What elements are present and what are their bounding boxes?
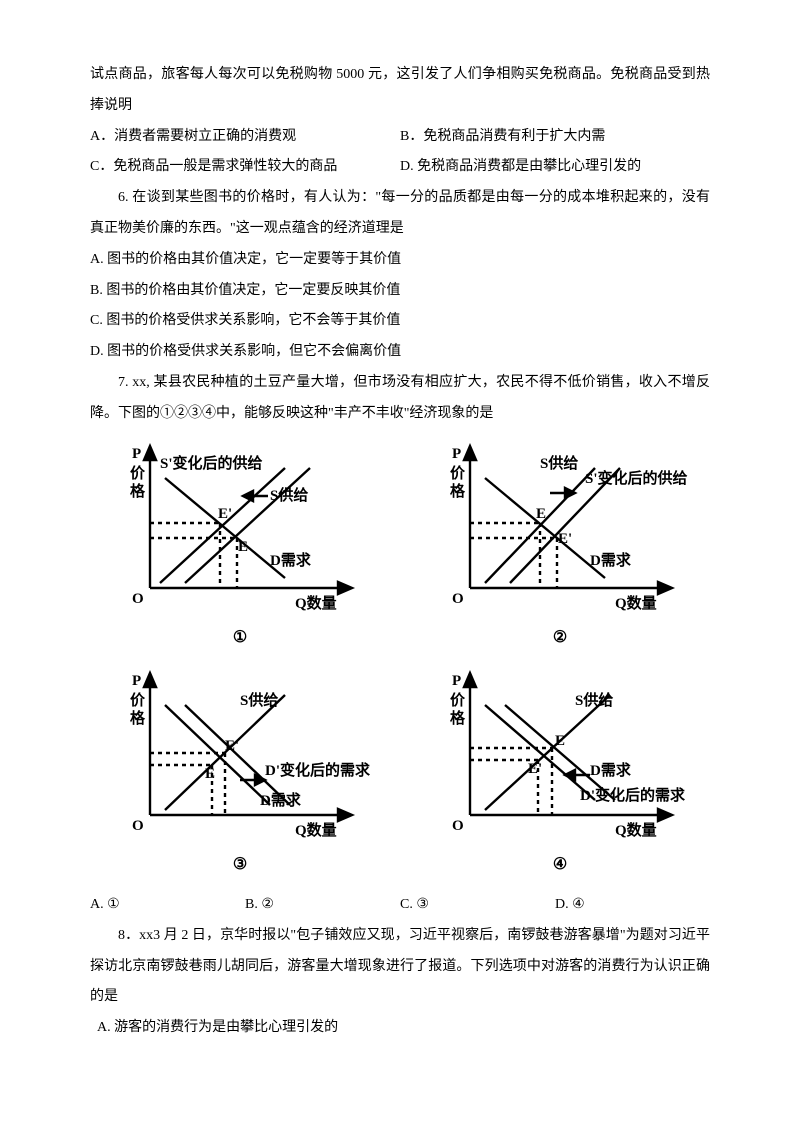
svg-text:S'变化后的供给: S'变化后的供给 — [160, 454, 263, 472]
svg-text:P: P — [452, 446, 461, 462]
svg-text:E: E — [536, 506, 546, 522]
svg-text:D需求: D需求 — [590, 761, 632, 779]
svg-text:D需求: D需求 — [590, 551, 632, 569]
q7-stem: 7. xx, 某县农民种植的土豆产量大增，但市场没有相应扩大，农民不得不低价销售… — [90, 368, 710, 430]
svg-text:D'变化后的需求: D'变化后的需求 — [265, 761, 370, 779]
svg-text:E': E' — [225, 738, 239, 754]
svg-text:格: 格 — [130, 482, 146, 500]
svg-text:S供给: S供给 — [575, 691, 613, 709]
svg-text:价: 价 — [130, 692, 146, 709]
q7-chart-3: P 价 格 O Q数量 S供给 D'变化后的需求 D需求 E E' ③ — [90, 665, 390, 882]
q5-option-d: D. 免税商品消费都是由攀比心理引发的 — [400, 152, 710, 183]
svg-text:O: O — [452, 818, 464, 834]
q5-options-row2: C．免税商品一般是需求弹性较大的商品 D. 免税商品消费都是由攀比心理引发的 — [90, 152, 710, 183]
svg-text:价: 价 — [450, 692, 466, 709]
svg-text:S供给: S供给 — [270, 486, 308, 504]
q6-option-d: D. 图书的价格受供求关系影响，但它不会偏离价值 — [90, 337, 710, 368]
q7-chart-4: P 价 格 O Q数量 S供给 D需求 D'变化后的需求 E E' ④ — [410, 665, 710, 882]
svg-text:Q数量: Q数量 — [295, 594, 337, 612]
svg-text:Q数量: Q数量 — [615, 821, 657, 839]
q7-option-c: C. ③ — [400, 890, 555, 921]
svg-text:P: P — [452, 673, 461, 689]
svg-text:E: E — [238, 539, 248, 555]
q6-option-b: B. 图书的价格由其价值决定，它一定要反映其价值 — [90, 276, 710, 307]
svg-text:E': E' — [558, 531, 572, 547]
q5-stem: 试点商品，旅客每人每次可以免税购物 5000 元，这引发了人们争相购买免税商品。… — [90, 60, 710, 122]
q7-options: A. ① B. ② C. ③ D. ④ — [90, 890, 710, 921]
q6-option-a: A. 图书的价格由其价值决定，它一定要等于其价值 — [90, 245, 710, 276]
q7-charts: P 价 格 O Q数量 S'变化后的供给 S供给 D需求 E' E ① — [90, 438, 710, 882]
svg-text:O: O — [132, 818, 144, 834]
q7-chart-4-label: ④ — [410, 847, 710, 882]
svg-text:格: 格 — [450, 482, 466, 500]
q5-option-a: A．消费者需要树立正确的消费观 — [90, 122, 400, 153]
svg-text:价: 价 — [130, 465, 146, 482]
exam-page: 试点商品，旅客每人每次可以免税购物 5000 元，这引发了人们争相购买免税商品。… — [0, 0, 800, 1084]
q7-chart-1-label: ① — [90, 620, 390, 655]
svg-text:E: E — [205, 766, 215, 782]
svg-text:E': E' — [218, 506, 232, 522]
svg-text:O: O — [452, 591, 464, 607]
svg-text:D需求: D需求 — [260, 791, 302, 809]
svg-text:格: 格 — [130, 709, 146, 727]
svg-text:E: E — [555, 733, 565, 749]
svg-text:P: P — [132, 446, 141, 462]
svg-text:O: O — [132, 591, 144, 607]
svg-text:Q数量: Q数量 — [615, 594, 657, 612]
svg-text:S供给: S供给 — [540, 454, 578, 472]
q7-option-d: D. ④ — [555, 890, 710, 921]
svg-text:E': E' — [528, 761, 542, 777]
svg-text:格: 格 — [450, 709, 466, 727]
svg-text:S供给: S供给 — [240, 691, 278, 709]
q6-stem: 6. 在谈到某些图书的价格时，有人认为："每一分的品质都是由每一分的成本堆积起来… — [90, 183, 710, 245]
svg-text:P: P — [132, 673, 141, 689]
q7-chart-1: P 价 格 O Q数量 S'变化后的供给 S供给 D需求 E' E ① — [90, 438, 390, 655]
q5-option-b: B．免税商品消费有利于扩大内需 — [400, 122, 710, 153]
q7-option-a: A. ① — [90, 890, 245, 921]
svg-text:S'变化后的供给: S'变化后的供给 — [585, 469, 688, 487]
svg-text:价: 价 — [450, 465, 466, 482]
q7-chart-2-label: ② — [410, 620, 710, 655]
q5-option-c: C．免税商品一般是需求弹性较大的商品 — [90, 152, 400, 183]
svg-text:Q数量: Q数量 — [295, 821, 337, 839]
q8-stem: 8．xx3 月 2 日，京华时报以"包子铺效应又现，习近平视察后，南锣鼓巷游客暴… — [90, 921, 710, 1013]
svg-text:D'变化后的需求: D'变化后的需求 — [580, 786, 686, 804]
q6-option-c: C. 图书的价格受供求关系影响，它不会等于其价值 — [90, 306, 710, 337]
q8-option-a: A. 游客的消费行为是由攀比心理引发的 — [90, 1013, 710, 1044]
q7-chart-2: P 价 格 O Q数量 S供给 S'变化后的供给 D需求 E E' ② — [410, 438, 710, 655]
svg-text:D需求: D需求 — [270, 551, 312, 569]
q5-options-row1: A．消费者需要树立正确的消费观 B．免税商品消费有利于扩大内需 — [90, 122, 710, 153]
q7-option-b: B. ② — [245, 890, 400, 921]
q7-chart-3-label: ③ — [90, 847, 390, 882]
